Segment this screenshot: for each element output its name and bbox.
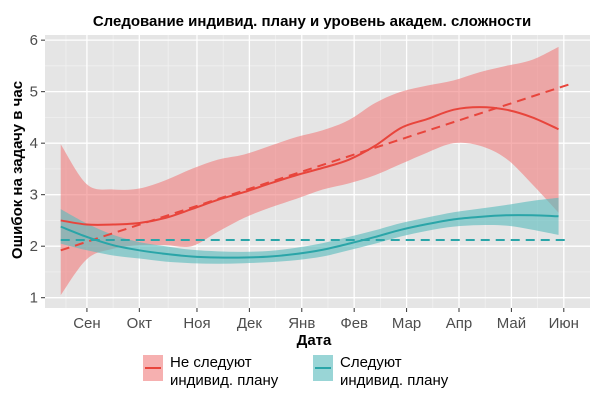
legend-label-line: индивид. плану <box>340 372 449 389</box>
x-tick-label: Сен <box>73 315 100 332</box>
legend-label-line: Следуют <box>340 354 402 371</box>
confidence-band-1 <box>60 197 559 264</box>
chart-title: Следование индивид. плану и уровень акад… <box>93 13 531 30</box>
x-tick-label: Май <box>497 315 526 332</box>
x-tick-label: Ноя <box>183 315 210 332</box>
y-tick-label: 5 <box>30 84 38 101</box>
legend-label-0: Не следуют индивид. плану <box>170 354 279 389</box>
series-lines <box>60 83 570 259</box>
y-axis-ticks: 1 2 3 4 5 6 <box>30 32 45 307</box>
legend-label-line: индивид. плану <box>170 372 279 389</box>
x-tick-label: Янв <box>288 315 315 332</box>
x-tick-label: Дек <box>237 315 263 332</box>
smooth-line-0 <box>60 106 559 226</box>
y-tick-label: 4 <box>30 135 38 152</box>
x-tick-label: Июн <box>549 315 579 332</box>
y-tick-label: 1 <box>30 290 38 307</box>
x-tick-label: Окт <box>127 315 152 332</box>
y-axis-title: Ошибок на задачу в час <box>9 81 26 259</box>
legend-label-line: Не следуют <box>170 354 252 371</box>
y-tick-label: 6 <box>30 32 38 49</box>
x-tick-label: Мар <box>392 315 421 332</box>
x-axis-title: Дата <box>297 332 332 349</box>
x-axis-ticks: Сен Окт Ноя Дек Янв Фев Мар Апр Май Июн <box>73 308 579 332</box>
x-tick-label: Фев <box>340 315 368 332</box>
x-tick-label: Апр <box>446 315 472 332</box>
smooth-line-1 <box>60 214 559 259</box>
y-tick-label: 2 <box>30 238 38 255</box>
legend-label-1: Следуют индивид. плану <box>340 354 449 389</box>
y-tick-label: 3 <box>30 187 38 204</box>
